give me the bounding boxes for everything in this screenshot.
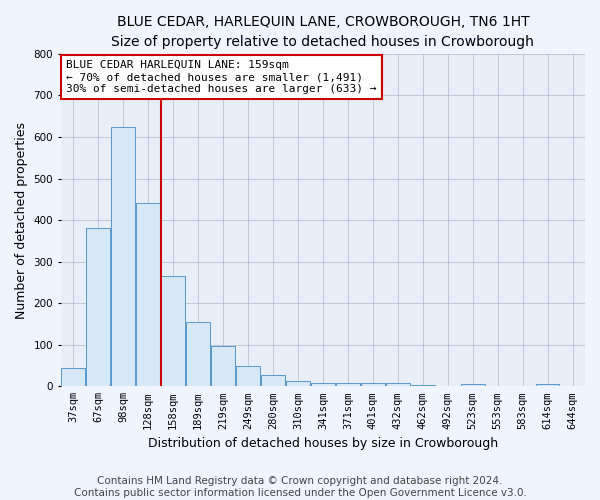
Bar	[361, 383, 385, 386]
Bar	[386, 383, 410, 386]
Text: BLUE CEDAR HARLEQUIN LANE: 159sqm
← 70% of detached houses are smaller (1,491)
3: BLUE CEDAR HARLEQUIN LANE: 159sqm ← 70% …	[66, 60, 377, 94]
Bar	[112, 126, 135, 386]
Y-axis label: Number of detached properties: Number of detached properties	[15, 122, 28, 318]
Bar	[236, 366, 260, 386]
Bar	[86, 228, 110, 386]
Bar	[461, 384, 485, 386]
Bar	[186, 322, 210, 386]
Title: BLUE CEDAR, HARLEQUIN LANE, CROWBOROUGH, TN6 1HT
Size of property relative to de: BLUE CEDAR, HARLEQUIN LANE, CROWBOROUGH,…	[112, 15, 535, 48]
X-axis label: Distribution of detached houses by size in Crowborough: Distribution of detached houses by size …	[148, 437, 498, 450]
Bar	[336, 383, 360, 386]
Bar	[311, 383, 335, 386]
Bar	[286, 381, 310, 386]
Text: Contains HM Land Registry data © Crown copyright and database right 2024.
Contai: Contains HM Land Registry data © Crown c…	[74, 476, 526, 498]
Bar	[61, 368, 85, 386]
Bar	[161, 276, 185, 386]
Bar	[136, 204, 160, 386]
Bar	[261, 375, 285, 386]
Bar	[211, 346, 235, 387]
Bar	[411, 385, 434, 386]
Bar	[536, 384, 559, 386]
